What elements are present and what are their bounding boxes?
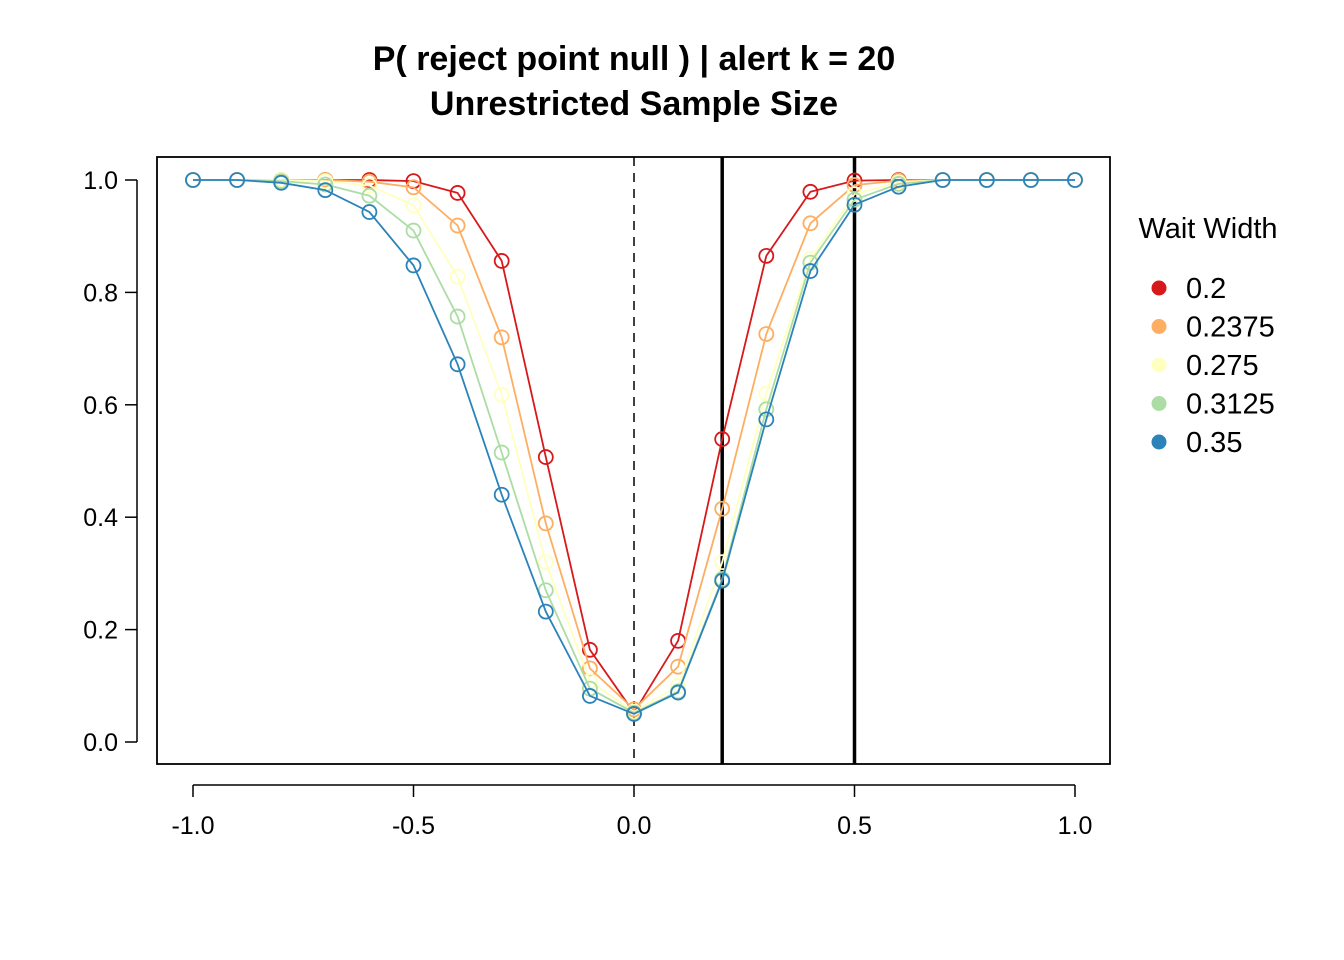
data-point: [714, 500, 731, 517]
data-point: [846, 196, 863, 213]
data-point: [185, 172, 201, 188]
data-point: [449, 268, 466, 285]
y-tick-label: 0.0: [83, 729, 118, 757]
data-point: [449, 185, 466, 201]
data-point: [714, 554, 731, 571]
legend-swatch: [1151, 434, 1167, 450]
legend-swatch: [1151, 357, 1167, 373]
chart-title: P( reject point null ) | alert k = 20: [373, 40, 895, 78]
y-tick-label: 1.0: [83, 167, 118, 195]
data-point: [758, 411, 775, 428]
data-point: [361, 204, 378, 220]
data-point: [714, 572, 731, 589]
data-point: [890, 178, 907, 195]
data-point: [714, 431, 731, 447]
reference-lines: [633, 157, 857, 764]
y-axis: 0.0 0.2 0.4 0.6 0.8 1.0: [83, 167, 138, 757]
data-point: [670, 684, 686, 701]
y-tick-label: 0.2: [83, 617, 118, 645]
legend-swatch: [1151, 319, 1167, 334]
data-point: [1067, 172, 1083, 188]
data-point: [449, 217, 466, 234]
data-point: [361, 187, 378, 204]
y-tick-label: 0.6: [83, 392, 118, 420]
data-point: [978, 172, 995, 188]
data-point: [493, 444, 510, 461]
x-tick-label: 0.0: [617, 812, 652, 840]
series-0.35: [185, 172, 1083, 722]
data-point: [537, 449, 554, 465]
legend-label: 0.3125: [1186, 389, 1275, 421]
x-tick-label: -0.5: [392, 812, 435, 840]
data-point: [317, 176, 334, 193]
legend-label: 0.2375: [1186, 312, 1275, 344]
series-line: [193, 179, 1075, 715]
data-point: [493, 486, 510, 503]
data-point: [582, 688, 598, 704]
legend-swatch: [1151, 280, 1167, 296]
data-point: [361, 177, 378, 194]
data-point: [405, 179, 422, 196]
data-point: [493, 329, 510, 346]
data-point: [229, 172, 246, 188]
x-tick-label: 0.5: [837, 812, 872, 840]
data-point: [405, 222, 422, 239]
data-point: [582, 660, 598, 677]
data-point: [493, 253, 510, 269]
data-point: [758, 247, 775, 264]
y-tick-label: 0.4: [83, 504, 118, 532]
legend-label: 0.275: [1186, 350, 1259, 382]
data-point: [273, 174, 290, 191]
data-point: [1023, 172, 1039, 188]
data-point: [802, 183, 819, 200]
legend-swatch: [1151, 396, 1167, 411]
data-point: [802, 215, 819, 232]
data-point: [934, 172, 951, 188]
data-point: [537, 554, 554, 571]
data-point: [626, 706, 642, 722]
data-point: [449, 356, 466, 373]
x-tick-label: -1.0: [171, 812, 214, 840]
data-point: [537, 603, 554, 620]
data-point: [582, 641, 598, 658]
data-point: [846, 191, 863, 208]
series-line: [193, 179, 1075, 714]
series-group: [185, 172, 1083, 722]
data-point: [758, 326, 775, 342]
legend-label: 0.2: [1186, 273, 1226, 305]
data-point: [317, 182, 334, 199]
data-point: [449, 308, 466, 325]
legend: Wait Width 0.2 0.2375 0.275 0.3125 0.35: [1138, 213, 1277, 459]
x-axis: -1.0 -0.5 0.0 0.5 1.0: [171, 784, 1093, 840]
data-point: [537, 582, 554, 599]
legend-label: 0.35: [1186, 427, 1242, 459]
data-point: [405, 197, 422, 214]
data-point: [405, 257, 422, 274]
y-tick-label: 0.8: [83, 279, 118, 307]
legend-title: Wait Width: [1138, 213, 1277, 245]
data-point: [537, 515, 554, 532]
data-point: [493, 386, 510, 403]
data-point: [802, 263, 819, 279]
chart-subtitle: Unrestricted Sample Size: [430, 85, 838, 123]
x-tick-label: 1.0: [1058, 812, 1093, 840]
